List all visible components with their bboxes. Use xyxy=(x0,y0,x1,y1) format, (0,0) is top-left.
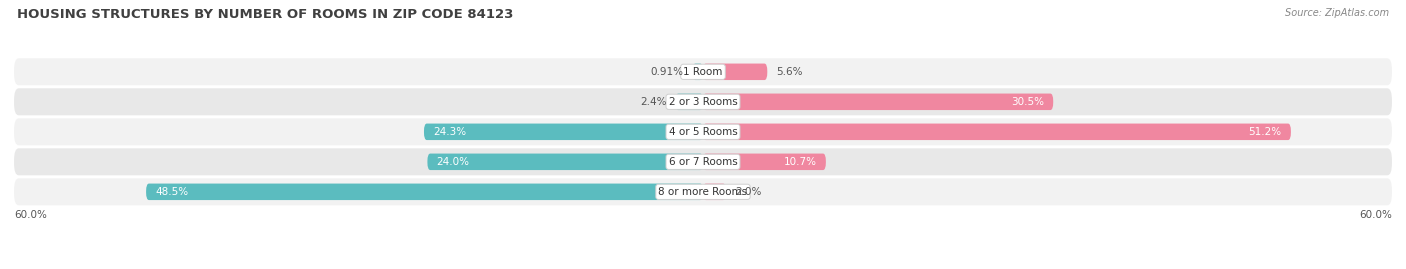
Text: Source: ZipAtlas.com: Source: ZipAtlas.com xyxy=(1285,8,1389,18)
FancyBboxPatch shape xyxy=(427,154,703,170)
FancyBboxPatch shape xyxy=(703,123,1291,140)
FancyBboxPatch shape xyxy=(693,63,703,80)
Text: 0.91%: 0.91% xyxy=(651,67,683,77)
Legend: Owner-occupied, Renter-occupied: Owner-occupied, Renter-occupied xyxy=(582,266,824,269)
FancyBboxPatch shape xyxy=(675,94,703,110)
FancyBboxPatch shape xyxy=(14,148,1392,175)
FancyBboxPatch shape xyxy=(14,118,1392,145)
Text: 5.6%: 5.6% xyxy=(776,67,803,77)
FancyBboxPatch shape xyxy=(703,154,825,170)
FancyBboxPatch shape xyxy=(703,183,725,200)
Text: 4 or 5 Rooms: 4 or 5 Rooms xyxy=(669,127,737,137)
Text: 30.5%: 30.5% xyxy=(1011,97,1045,107)
Text: 10.7%: 10.7% xyxy=(783,157,817,167)
FancyBboxPatch shape xyxy=(14,58,1392,85)
Text: 60.0%: 60.0% xyxy=(1360,210,1392,220)
FancyBboxPatch shape xyxy=(703,94,1053,110)
Text: 2.0%: 2.0% xyxy=(735,187,762,197)
Text: 51.2%: 51.2% xyxy=(1249,127,1282,137)
Text: 2 or 3 Rooms: 2 or 3 Rooms xyxy=(669,97,737,107)
FancyBboxPatch shape xyxy=(14,178,1392,205)
Text: 1 Room: 1 Room xyxy=(683,67,723,77)
Text: 60.0%: 60.0% xyxy=(14,210,46,220)
Text: 48.5%: 48.5% xyxy=(155,187,188,197)
Text: 24.3%: 24.3% xyxy=(433,127,467,137)
FancyBboxPatch shape xyxy=(14,88,1392,115)
FancyBboxPatch shape xyxy=(703,63,768,80)
Text: 2.4%: 2.4% xyxy=(640,97,666,107)
FancyBboxPatch shape xyxy=(425,123,703,140)
Text: 6 or 7 Rooms: 6 or 7 Rooms xyxy=(669,157,737,167)
Text: 24.0%: 24.0% xyxy=(437,157,470,167)
FancyBboxPatch shape xyxy=(146,183,703,200)
Text: HOUSING STRUCTURES BY NUMBER OF ROOMS IN ZIP CODE 84123: HOUSING STRUCTURES BY NUMBER OF ROOMS IN… xyxy=(17,8,513,21)
Text: 8 or more Rooms: 8 or more Rooms xyxy=(658,187,748,197)
